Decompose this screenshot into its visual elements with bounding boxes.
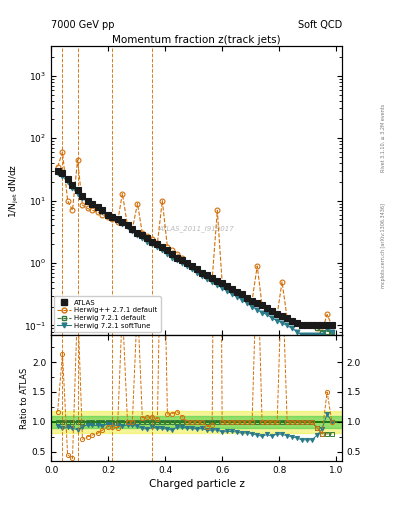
X-axis label: Charged particle z: Charged particle z [149, 479, 244, 489]
Text: Soft QCD: Soft QCD [298, 20, 342, 30]
Text: 7000 GeV pp: 7000 GeV pp [51, 20, 115, 30]
Y-axis label: Ratio to ATLAS: Ratio to ATLAS [20, 367, 29, 429]
Legend: ATLAS, Herwig++ 2.7.1 default, Herwig 7.2.1 default, Herwig 7.2.1 softTune: ATLAS, Herwig++ 2.7.1 default, Herwig 7.… [54, 296, 161, 332]
Text: ATLAS_2011_I919017: ATLAS_2011_I919017 [159, 225, 234, 231]
Title: Momentum fraction z(track jets): Momentum fraction z(track jets) [112, 35, 281, 45]
Y-axis label: 1/N$_{\rm jet}$ dN/dz: 1/N$_{\rm jet}$ dN/dz [8, 163, 21, 218]
Text: Rivet 3.1.10, ≥ 3.2M events: Rivet 3.1.10, ≥ 3.2M events [381, 104, 386, 173]
Text: mcplots.cern.ch [arXiv:1306.3436]: mcplots.cern.ch [arXiv:1306.3436] [381, 203, 386, 288]
